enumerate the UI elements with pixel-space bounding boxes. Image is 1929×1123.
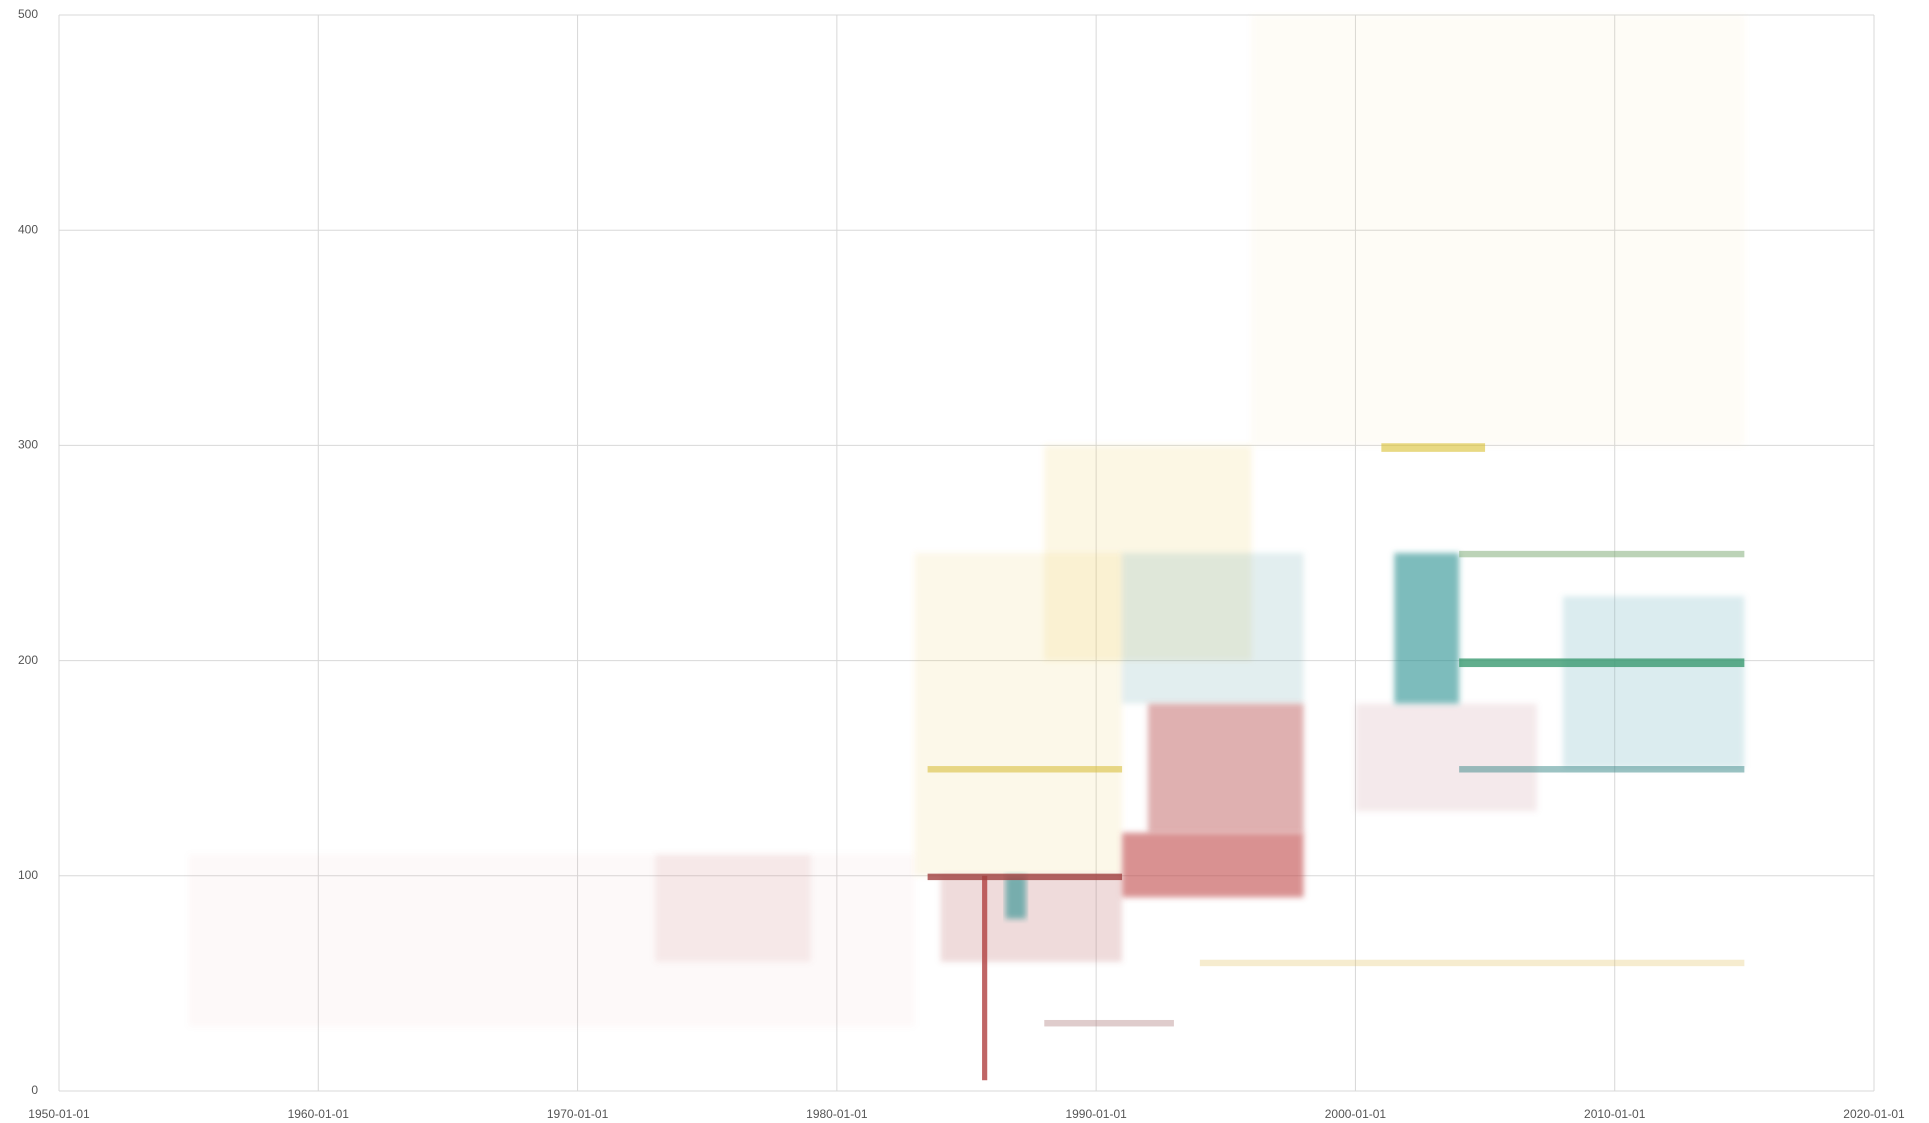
point-cloud bbox=[1122, 832, 1304, 898]
point-cloud bbox=[1381, 443, 1486, 452]
y-tick-label: 0 bbox=[31, 1083, 38, 1097]
x-tick-label: 1980-01-01 bbox=[806, 1107, 868, 1121]
point-cloud bbox=[1459, 766, 1745, 773]
y-tick-label: 200 bbox=[18, 653, 38, 667]
point-cloud bbox=[1459, 550, 1745, 558]
x-tick-label: 2010-01-01 bbox=[1584, 1107, 1646, 1121]
x-tick-label: 1960-01-01 bbox=[288, 1107, 350, 1121]
x-tick-label: 1990-01-01 bbox=[1065, 1107, 1127, 1121]
point-cloud bbox=[1251, 15, 1745, 446]
point-cloud bbox=[1044, 1019, 1174, 1027]
point-cloud bbox=[655, 854, 811, 962]
point-cloud bbox=[1459, 658, 1745, 668]
x-tick-label: 1970-01-01 bbox=[547, 1107, 609, 1121]
point-cloud bbox=[1148, 703, 1304, 833]
point-cloud bbox=[1005, 875, 1027, 919]
point-cloud bbox=[1199, 959, 1745, 967]
y-tick-label: 500 bbox=[18, 7, 38, 21]
point-cloud bbox=[982, 875, 988, 1081]
x-tick-label: 2020-01-01 bbox=[1843, 1107, 1905, 1121]
point-cloud bbox=[940, 875, 1123, 962]
point-cloud bbox=[1394, 553, 1460, 704]
point-cloud bbox=[927, 873, 1123, 881]
x-tick-label: 1950-01-01 bbox=[28, 1107, 90, 1121]
point-cloud bbox=[1355, 703, 1537, 812]
y-tick-label: 100 bbox=[18, 868, 38, 882]
x-tick-label: 2000-01-01 bbox=[1325, 1107, 1387, 1121]
point-cloud bbox=[1122, 553, 1304, 704]
y-tick-label: 300 bbox=[18, 438, 38, 452]
point-cloud bbox=[927, 766, 1123, 773]
y-tick-label: 400 bbox=[18, 222, 38, 236]
point-cloud bbox=[1562, 596, 1745, 769]
